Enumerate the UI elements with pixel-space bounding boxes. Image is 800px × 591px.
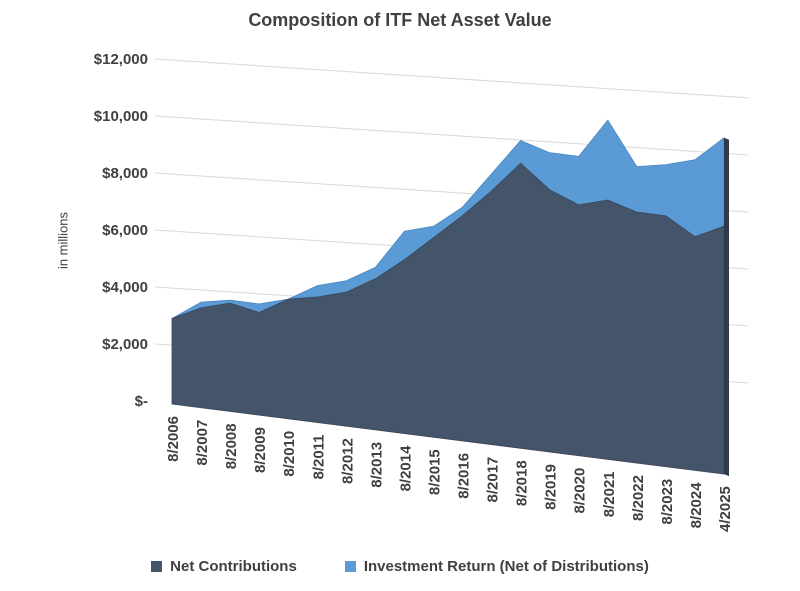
x-tick-label: 8/2021 [601, 471, 618, 517]
y-tick-label: $2,000 [102, 336, 148, 353]
y-tick-label: $- [135, 393, 148, 410]
x-tick-label: 8/2017 [485, 457, 502, 503]
x-tick-label: 8/2022 [630, 475, 647, 521]
x-tick-label: 8/2024 [688, 482, 705, 529]
y-tick-label: $12,000 [94, 51, 148, 68]
y-tick-label: $6,000 [102, 222, 148, 239]
gridline [154, 58, 749, 99]
legend-swatch-net-contributions [151, 561, 163, 572]
y-tick-label: $10,000 [94, 108, 148, 125]
x-tick-label: 8/2020 [572, 468, 589, 514]
legend-label-investment-return: Investment Return (Net of Distributions) [363, 558, 649, 575]
x-tick-label: 8/2013 [368, 442, 385, 488]
x-tick-label: 8/2012 [339, 438, 356, 484]
area-net-contributions [171, 162, 725, 475]
chart-title: Composition of ITF Net Asset Value [248, 10, 552, 30]
x-tick-label: 8/2016 [456, 453, 473, 499]
y-tick-label: $4,000 [102, 279, 148, 296]
legend-item-investment-return: Investment Return (Net of Distributions) [344, 558, 649, 575]
y-tick-label: $8,000 [102, 165, 148, 182]
x-tick-label: 8/2006 [165, 416, 182, 462]
x-tick-label: 8/2018 [514, 460, 531, 506]
x-tick-label: 8/2023 [659, 479, 676, 525]
gridline [154, 115, 749, 156]
area-series [171, 119, 729, 477]
x-tick-label: 8/2014 [397, 445, 414, 492]
area-side-edge [724, 137, 729, 477]
x-tick-label: 4/2025 [717, 486, 734, 532]
x-tick-label: 8/2008 [223, 423, 240, 469]
legend-label-net-contributions: Net Contributions [170, 558, 297, 575]
x-tick-label: 8/2011 [310, 434, 327, 479]
x-tick-label: 8/2019 [543, 464, 560, 510]
legend: Net Contributions Investment Return (Net… [0, 558, 800, 575]
x-tick-labels: 8/2006 8/2007 8/2008 8/2009 8/2010 8/2011 8/20… [165, 416, 734, 532]
x-tick-label: 8/2010 [281, 431, 298, 477]
legend-item-net-contributions: Net Contributions [151, 558, 297, 575]
y-tick-labels: $- $2,000 $4,000 $6,000 $8,000 $10,000 $12,000 [94, 51, 148, 410]
x-tick-label: 8/2007 [194, 420, 211, 466]
x-tick-label: 8/2015 [426, 449, 443, 495]
legend-swatch-investment-return [344, 561, 356, 572]
x-tick-label: 8/2009 [252, 427, 269, 473]
